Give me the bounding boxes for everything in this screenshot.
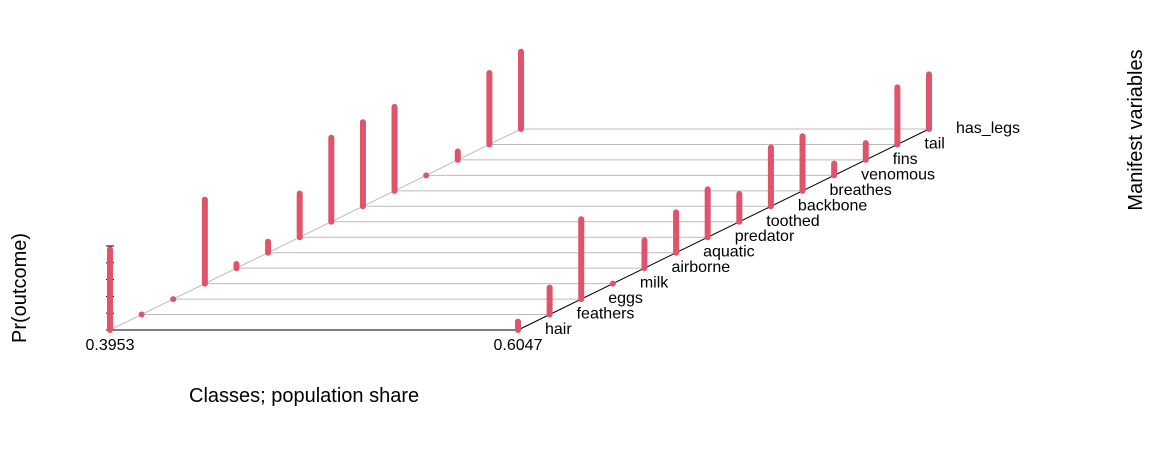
class-label: 0.3953 bbox=[86, 337, 135, 354]
class-label: 0.6047 bbox=[494, 337, 543, 354]
class-axis bbox=[517, 128, 930, 331]
x-axis-label: Classes; population share bbox=[189, 385, 419, 407]
variable-label: breathes bbox=[830, 182, 892, 199]
variable-label: backbone bbox=[798, 197, 867, 214]
z-axis-label: Manifest variables bbox=[1125, 49, 1147, 210]
variable-label: feathers bbox=[577, 306, 635, 323]
variable-label: eggs bbox=[608, 290, 643, 307]
class-axis bbox=[109, 128, 522, 331]
variable-label: hair bbox=[545, 321, 572, 338]
variable-label: toothed bbox=[766, 213, 819, 230]
variable-label: tail bbox=[924, 135, 944, 152]
variable-label: fins bbox=[893, 151, 918, 168]
variable-label: aquatic bbox=[703, 244, 755, 261]
variable-label: has_legs bbox=[956, 120, 1020, 137]
variable-label: milk bbox=[640, 275, 669, 292]
variable-label: venomous bbox=[861, 166, 935, 183]
y-axis-label: Pr(outcome) bbox=[9, 233, 31, 343]
variable-label: airborne bbox=[671, 259, 730, 276]
variable-label: predator bbox=[735, 228, 795, 245]
